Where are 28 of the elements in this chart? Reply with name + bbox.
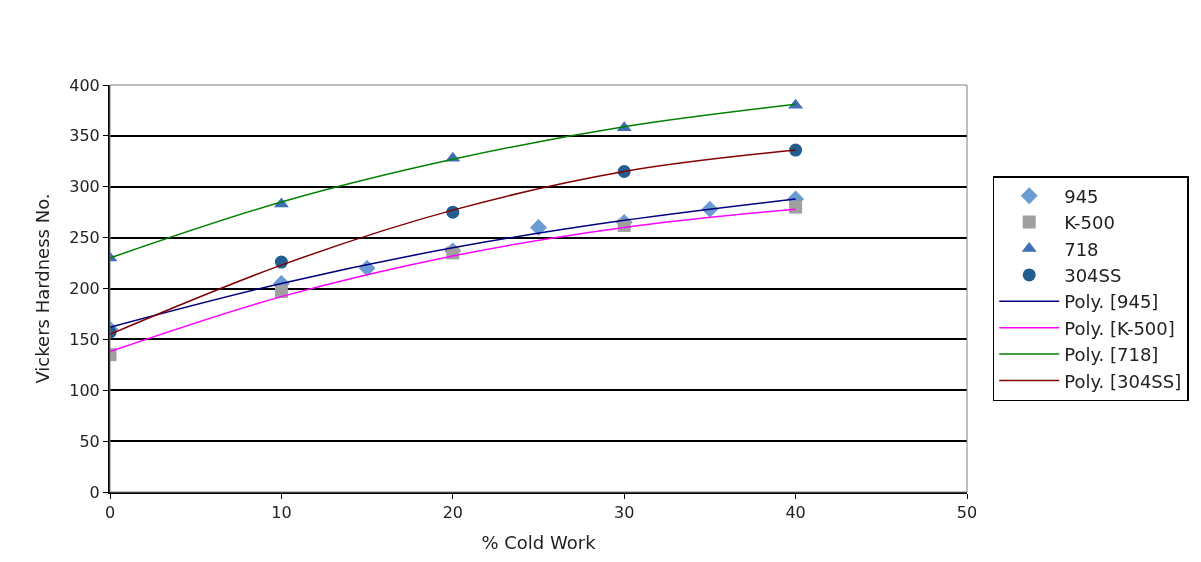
y-tick-label: 350: [69, 126, 100, 146]
legend-label: Poly. [718]: [1064, 344, 1159, 366]
legend-label: 304SS: [1064, 264, 1122, 286]
x-axis-title: % Cold Work: [481, 531, 597, 553]
x-tick-label: 10: [271, 503, 292, 523]
legend-label: 945: [1064, 185, 1099, 207]
y-tick-label: 200: [69, 279, 100, 299]
y-tick-label: 150: [69, 329, 100, 349]
y-tick-label: 300: [69, 177, 100, 197]
y-tick-label: 0: [89, 482, 100, 502]
legend-label: Poly. [304SS]: [1064, 370, 1182, 392]
x-tick-label: 20: [442, 503, 463, 523]
x-tick-label: 50: [956, 503, 978, 523]
legend-label: 718: [1064, 238, 1099, 260]
x-tick-label: 30: [614, 503, 635, 523]
y-axis-title: Vickers Hardness No.: [31, 193, 53, 384]
y-tick-label: 250: [69, 228, 100, 248]
legend-label: Poly. [945]: [1064, 291, 1159, 313]
y-tick-label: 400: [69, 75, 100, 95]
legend-label: Poly. [K-500]: [1064, 317, 1175, 339]
y-tick-label: 100: [69, 380, 100, 400]
y-tick-label: 50: [79, 431, 100, 451]
x-tick-label: 40: [785, 503, 806, 523]
point: [789, 143, 803, 157]
x-tick-label: 0: [104, 503, 116, 523]
legend-label: K-500: [1064, 212, 1115, 234]
point: [530, 219, 547, 236]
point: [789, 200, 803, 214]
